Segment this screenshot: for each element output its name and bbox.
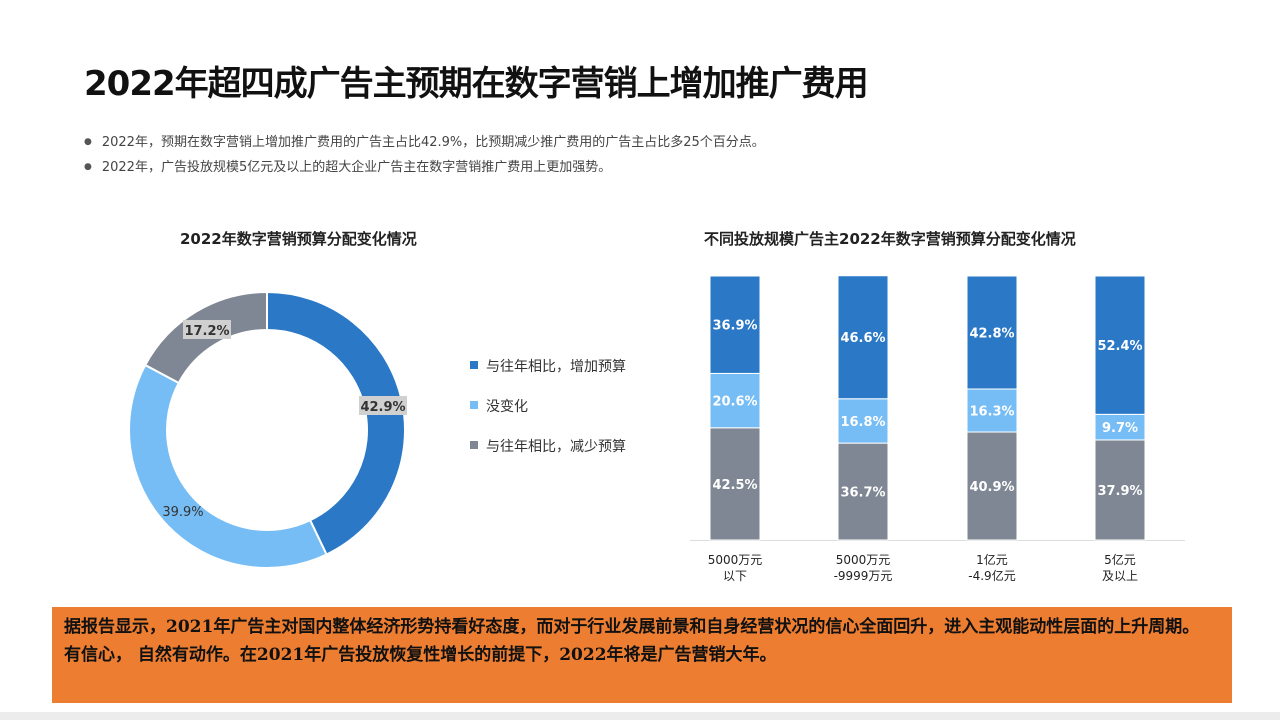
bullet-item: 2022年，预期在数字营销上增加推广费用的广告主占比42.9%，比预期减少推广费… (84, 130, 765, 155)
bar-segment (966, 431, 1018, 541)
bar-segment (837, 275, 889, 400)
bullet-item: 2022年，广告投放规模5亿元及以上的超大企业广告主在数字营销推广费用上更加强势… (84, 155, 765, 180)
legend-swatch (470, 401, 478, 409)
x-tick-label: 1亿元 -4.9亿元 (968, 553, 1016, 583)
callout-box: 据报告显示，2021年广告主对国内整体经济形势持看好态度，而对于行业发展前景和自… (52, 607, 1232, 703)
bar-data-label: 52.4% (1097, 339, 1142, 354)
bar-data-label: 36.9% (712, 319, 757, 334)
x-tick-label: 5000万元 以下 (707, 553, 763, 583)
bar-chart-title: 不同投放规模广告主2022年数字营销预算分配变化情况 (704, 230, 1076, 248)
bar-data-label: 37.9% (1097, 484, 1142, 499)
data-label: 39.9% (162, 505, 203, 520)
bar-segment (966, 388, 1018, 433)
bar-segment (966, 275, 1018, 390)
callout-text: 据报告显示，2021年广告主对国内整体经济形势持看好态度，而对于行业发展前景和自… (64, 617, 1200, 637)
x-tick-label: 5000万元 -9999万元 (833, 553, 893, 583)
bar-data-label: 16.3% (969, 405, 1014, 420)
footer-bar (0, 712, 1280, 720)
bar-data-label: 40.9% (969, 480, 1014, 495)
page-title: 2022年超四成广告主预期在数字营销上增加推广费用 (84, 64, 869, 104)
callout-text: 有信心， 自然有动作。在2021年广告投放恢复性增长的前提下，2022年将是广告… (64, 645, 777, 665)
donut-chart-title: 2022年数字营销预算分配变化情况 (180, 230, 417, 248)
legend-swatch (470, 361, 478, 369)
bar-segment (1094, 275, 1146, 415)
bar-segment (709, 275, 761, 374)
bullet-list: 2022年，预期在数字营销上增加推广费用的广告主占比42.9%，比预期减少推广费… (84, 130, 765, 180)
bar-data-label: 42.5% (712, 478, 757, 493)
donut-slice (128, 363, 328, 569)
bar-data-label: 20.6% (712, 395, 757, 410)
data-label: 42.9% (360, 400, 405, 415)
legend-item-increase: 与往年相比，增加预算 (470, 356, 626, 396)
bar-segment (1094, 413, 1146, 441)
legend-swatch (470, 441, 478, 449)
legend-item-decrease: 与往年相比，减少预算 (470, 436, 626, 476)
data-label-bg (359, 396, 407, 415)
legend-label: 与往年相比，减少预算 (486, 439, 626, 455)
bar-segment (837, 398, 889, 444)
bar-data-label: 36.7% (840, 486, 885, 501)
bar-data-label: 46.6% (840, 331, 885, 346)
legend-label: 与往年相比，增加预算 (486, 359, 626, 375)
x-tick-label: 5亿元 及以上 (1101, 553, 1138, 583)
bar-data-label: 42.8% (969, 326, 1014, 341)
bar-segment (1094, 439, 1146, 541)
bar-data-label: 16.8% (840, 415, 885, 430)
legend-item-nochange: 没变化 (470, 396, 626, 436)
legend-label: 没变化 (486, 399, 528, 415)
donut-legend: 与往年相比，增加预算 没变化 与往年相比，减少预算 (470, 356, 626, 476)
donut-slice (266, 290, 406, 556)
data-label-bg (183, 320, 231, 339)
bar-data-label: 9.7% (1102, 421, 1138, 436)
bar-segment (709, 372, 761, 429)
bar-segment (709, 427, 761, 541)
data-label: 17.2% (184, 324, 229, 339)
